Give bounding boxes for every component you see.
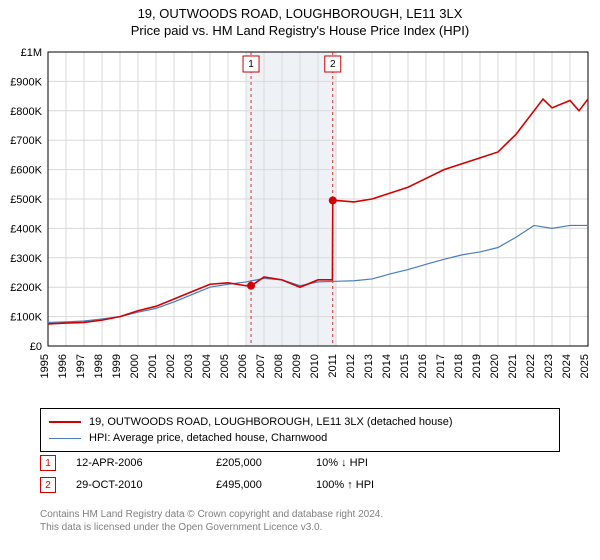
- svg-text:2000: 2000: [129, 354, 141, 378]
- svg-text:2001: 2001: [147, 354, 159, 378]
- legend-label-property: 19, OUTWOODS ROAD, LOUGHBOROUGH, LE11 3L…: [89, 416, 453, 428]
- title-address: 19, OUTWOODS ROAD, LOUGHBOROUGH, LE11 3L…: [0, 6, 600, 21]
- svg-text:2008: 2008: [273, 354, 285, 378]
- svg-text:2025: 2025: [579, 354, 591, 378]
- svg-text:2018: 2018: [453, 354, 465, 378]
- svg-text:2003: 2003: [183, 354, 195, 378]
- legend-box: 19, OUTWOODS ROAD, LOUGHBOROUGH, LE11 3L…: [40, 408, 560, 452]
- svg-text:2004: 2004: [201, 354, 213, 378]
- svg-text:£0: £0: [30, 341, 42, 353]
- svg-text:2006: 2006: [237, 354, 249, 378]
- legend-label-hpi: HPI: Average price, detached house, Char…: [89, 432, 327, 444]
- svg-text:2007: 2007: [255, 354, 267, 378]
- transaction-price: £495,000: [216, 479, 316, 491]
- svg-text:£100K: £100K: [10, 312, 42, 324]
- svg-text:£400K: £400K: [10, 223, 42, 235]
- svg-text:2013: 2013: [363, 354, 375, 378]
- svg-text:£800K: £800K: [10, 106, 42, 118]
- svg-text:2009: 2009: [291, 354, 303, 378]
- svg-text:2016: 2016: [417, 354, 429, 378]
- legend-swatch-hpi: [49, 438, 81, 439]
- svg-text:1: 1: [248, 59, 254, 70]
- svg-text:£200K: £200K: [10, 282, 42, 294]
- svg-text:2023: 2023: [543, 354, 555, 378]
- svg-text:2017: 2017: [435, 354, 447, 378]
- chart-area: £0 £100K £200K £300K £400K £500K £600K £700K £80…: [0, 44, 600, 404]
- transaction-date: 29-OCT-2010: [76, 479, 216, 491]
- svg-text:2020: 2020: [489, 354, 501, 378]
- transactions-table: 1 12-APR-2006 £205,000 10% ↓ HPI 2 29-OC…: [40, 452, 560, 496]
- legend-row-property: 19, OUTWOODS ROAD, LOUGHBOROUGH, LE11 3L…: [49, 414, 551, 430]
- svg-text:1999: 1999: [111, 354, 123, 378]
- legend-row-hpi: HPI: Average price, detached house, Char…: [49, 430, 551, 446]
- transaction-row: 2 29-OCT-2010 £495,000 100% ↑ HPI: [40, 474, 560, 496]
- svg-text:2010: 2010: [309, 354, 321, 378]
- title-subtitle: Price paid vs. HM Land Registry's House …: [0, 23, 600, 38]
- svg-text:2015: 2015: [399, 354, 411, 378]
- svg-text:1996: 1996: [57, 354, 69, 378]
- svg-text:2012: 2012: [345, 354, 357, 378]
- svg-text:2005: 2005: [219, 354, 231, 378]
- svg-text:2011: 2011: [327, 354, 339, 378]
- svg-text:£300K: £300K: [10, 253, 42, 265]
- transaction-marker-icon: 1: [40, 455, 56, 471]
- transaction-delta: 10% ↓ HPI: [316, 457, 456, 469]
- transaction-delta: 100% ↑ HPI: [316, 479, 456, 491]
- svg-text:1998: 1998: [93, 354, 105, 378]
- chart-svg: £0 £100K £200K £300K £400K £500K £600K £700K £80…: [0, 44, 600, 404]
- svg-text:2024: 2024: [561, 354, 573, 378]
- credit-line: This data is licensed under the Open Gov…: [40, 521, 560, 534]
- svg-text:£900K: £900K: [10, 76, 42, 88]
- svg-text:2022: 2022: [525, 354, 537, 378]
- chart-title-block: 19, OUTWOODS ROAD, LOUGHBOROUGH, LE11 3L…: [0, 0, 600, 38]
- svg-text:2019: 2019: [471, 354, 483, 378]
- svg-text:2014: 2014: [381, 354, 393, 378]
- svg-text:2: 2: [330, 59, 336, 70]
- transaction-date: 12-APR-2006: [76, 457, 216, 469]
- svg-text:£700K: £700K: [10, 135, 42, 147]
- credit-text: Contains HM Land Registry data © Crown c…: [40, 508, 560, 534]
- svg-text:2002: 2002: [165, 354, 177, 378]
- credit-line: Contains HM Land Registry data © Crown c…: [40, 508, 560, 521]
- svg-text:£500K: £500K: [10, 194, 42, 206]
- svg-text:£1M: £1M: [21, 47, 42, 59]
- transaction-marker-icon: 2: [40, 477, 56, 493]
- transaction-price: £205,000: [216, 457, 316, 469]
- svg-text:1995: 1995: [39, 354, 51, 378]
- svg-text:2021: 2021: [507, 354, 519, 378]
- legend-swatch-property: [49, 421, 81, 423]
- svg-text:1997: 1997: [75, 354, 87, 378]
- transaction-row: 1 12-APR-2006 £205,000 10% ↓ HPI: [40, 452, 560, 474]
- svg-text:£600K: £600K: [10, 165, 42, 177]
